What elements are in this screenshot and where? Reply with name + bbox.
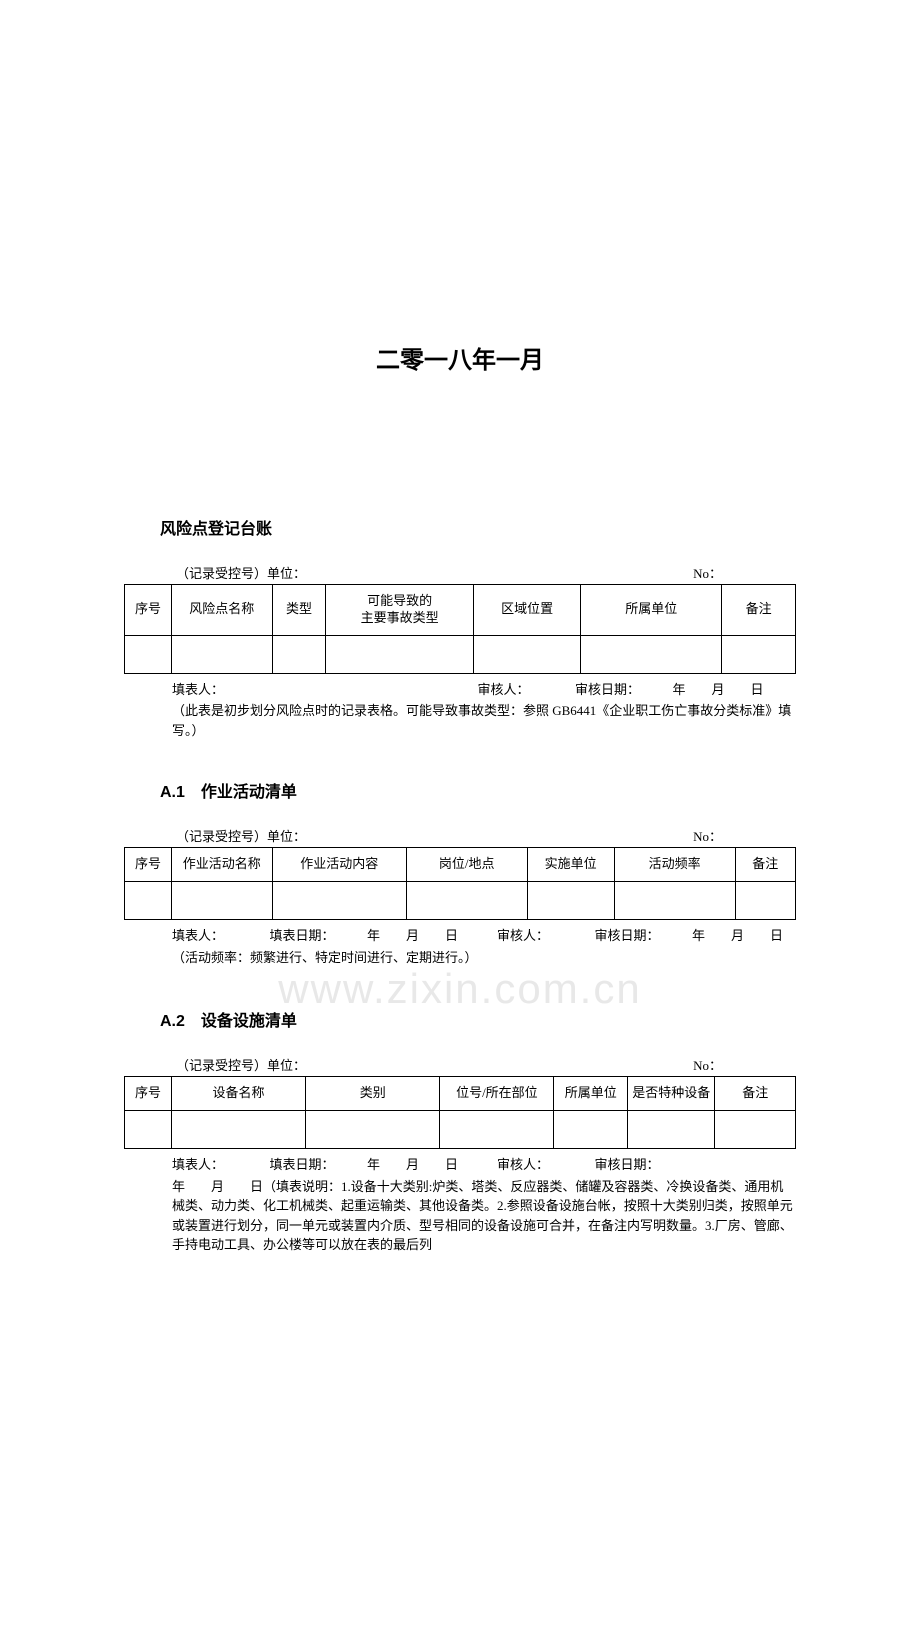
th: 作业活动名称 [171,848,272,882]
td [125,635,172,673]
th: 岗位/地点 [406,848,527,882]
section3-meta-left: （记录受控号）单位： [176,1055,306,1074]
table-row [125,635,796,673]
section2-meta-left: （记录受控号）单位： [176,826,306,845]
th: 备注 [735,848,795,882]
section2-meta: （记录受控号）单位： No： [124,826,796,845]
td [722,635,796,673]
td [326,635,474,673]
th: 类别 [306,1077,440,1111]
section2-title: A.1 作业活动清单 [160,778,796,802]
section2-meta-right: No： [693,826,722,845]
td [628,1111,715,1149]
th: 设备名称 [171,1077,305,1111]
th: 可能导致的 主要事故类型 [326,585,474,636]
td [125,882,172,920]
th: 序号 [125,1077,172,1111]
section2-note: （活动频率：频繁进行、特定时间进行、定期进行。） [124,948,796,968]
th: 所属单位 [554,1077,628,1111]
section3-note: 年 月 日（填表说明：1.设备十大类别:炉类、塔类、反应器类、储罐及容器类、冷换… [124,1177,796,1255]
th: 备注 [715,1077,796,1111]
table-header-row: 序号 设备名称 类别 位号/所在部位 所属单位 是否特种设备 备注 [125,1077,796,1111]
th: 区域位置 [473,585,580,636]
section2-signature: 填表人： 填表日期： 年 月 日 审核人： 审核日期： 年 月 日 [124,926,796,946]
th: 类型 [272,585,326,636]
td [581,635,722,673]
td [171,635,272,673]
section2-table: 序号 作业活动名称 作业活动内容 岗位/地点 实施单位 活动频率 备注 [124,847,796,920]
section1-signature: 填表人： 审核人： 审核日期： 年 月 日 [124,680,796,700]
table-header-row: 序号 作业活动名称 作业活动内容 岗位/地点 实施单位 活动频率 备注 [125,848,796,882]
th: 序号 [125,585,172,636]
section1-table: 序号 风险点名称 类型 可能导致的 主要事故类型 区域位置 所属单位 备注 [124,584,796,674]
td [735,882,795,920]
th: 位号/所在部位 [440,1077,554,1111]
table-header-row: 序号 风险点名称 类型 可能导致的 主要事故类型 区域位置 所属单位 备注 [125,585,796,636]
section1-meta-right: No： [693,563,722,582]
td [272,635,326,673]
th: 备注 [722,585,796,636]
th: 活动频率 [614,848,735,882]
td [473,635,580,673]
section1-title: 风险点登记台账 [160,515,796,539]
section1-meta-left: （记录受控号）单位： [176,563,306,582]
section3-table: 序号 设备名称 类别 位号/所在部位 所属单位 是否特种设备 备注 [124,1076,796,1149]
th: 作业活动内容 [272,848,406,882]
section3-meta: （记录受控号）单位： No： [124,1055,796,1074]
th: 风险点名称 [171,585,272,636]
section3-title: A.2 设备设施清单 [160,1007,796,1031]
td [554,1111,628,1149]
th: 序号 [125,848,172,882]
td [306,1111,440,1149]
td [272,882,406,920]
th: 是否特种设备 [628,1077,715,1111]
td [406,882,527,920]
th: 实施单位 [527,848,614,882]
td [171,1111,305,1149]
td [715,1111,796,1149]
td [125,1111,172,1149]
section1-meta: （记录受控号）单位： No： [124,563,796,582]
section3-signature: 填表人： 填表日期： 年 月 日 审核人： 审核日期： [124,1155,796,1175]
td [614,882,735,920]
section3-meta-right: No： [693,1055,722,1074]
table-row [125,882,796,920]
th: 所属单位 [581,585,722,636]
td [527,882,614,920]
section1-note: （此表是初步划分风险点时的记录表格。可能导致事故类型：参照 GB6441《企业职… [124,701,796,740]
document-content: 二零一八年一月 风险点登记台账 （记录受控号）单位： No： 序号 风险点名称 … [0,340,920,1255]
td [440,1111,554,1149]
table-row [125,1111,796,1149]
td [171,882,272,920]
main-title: 二零一八年一月 [124,340,796,375]
